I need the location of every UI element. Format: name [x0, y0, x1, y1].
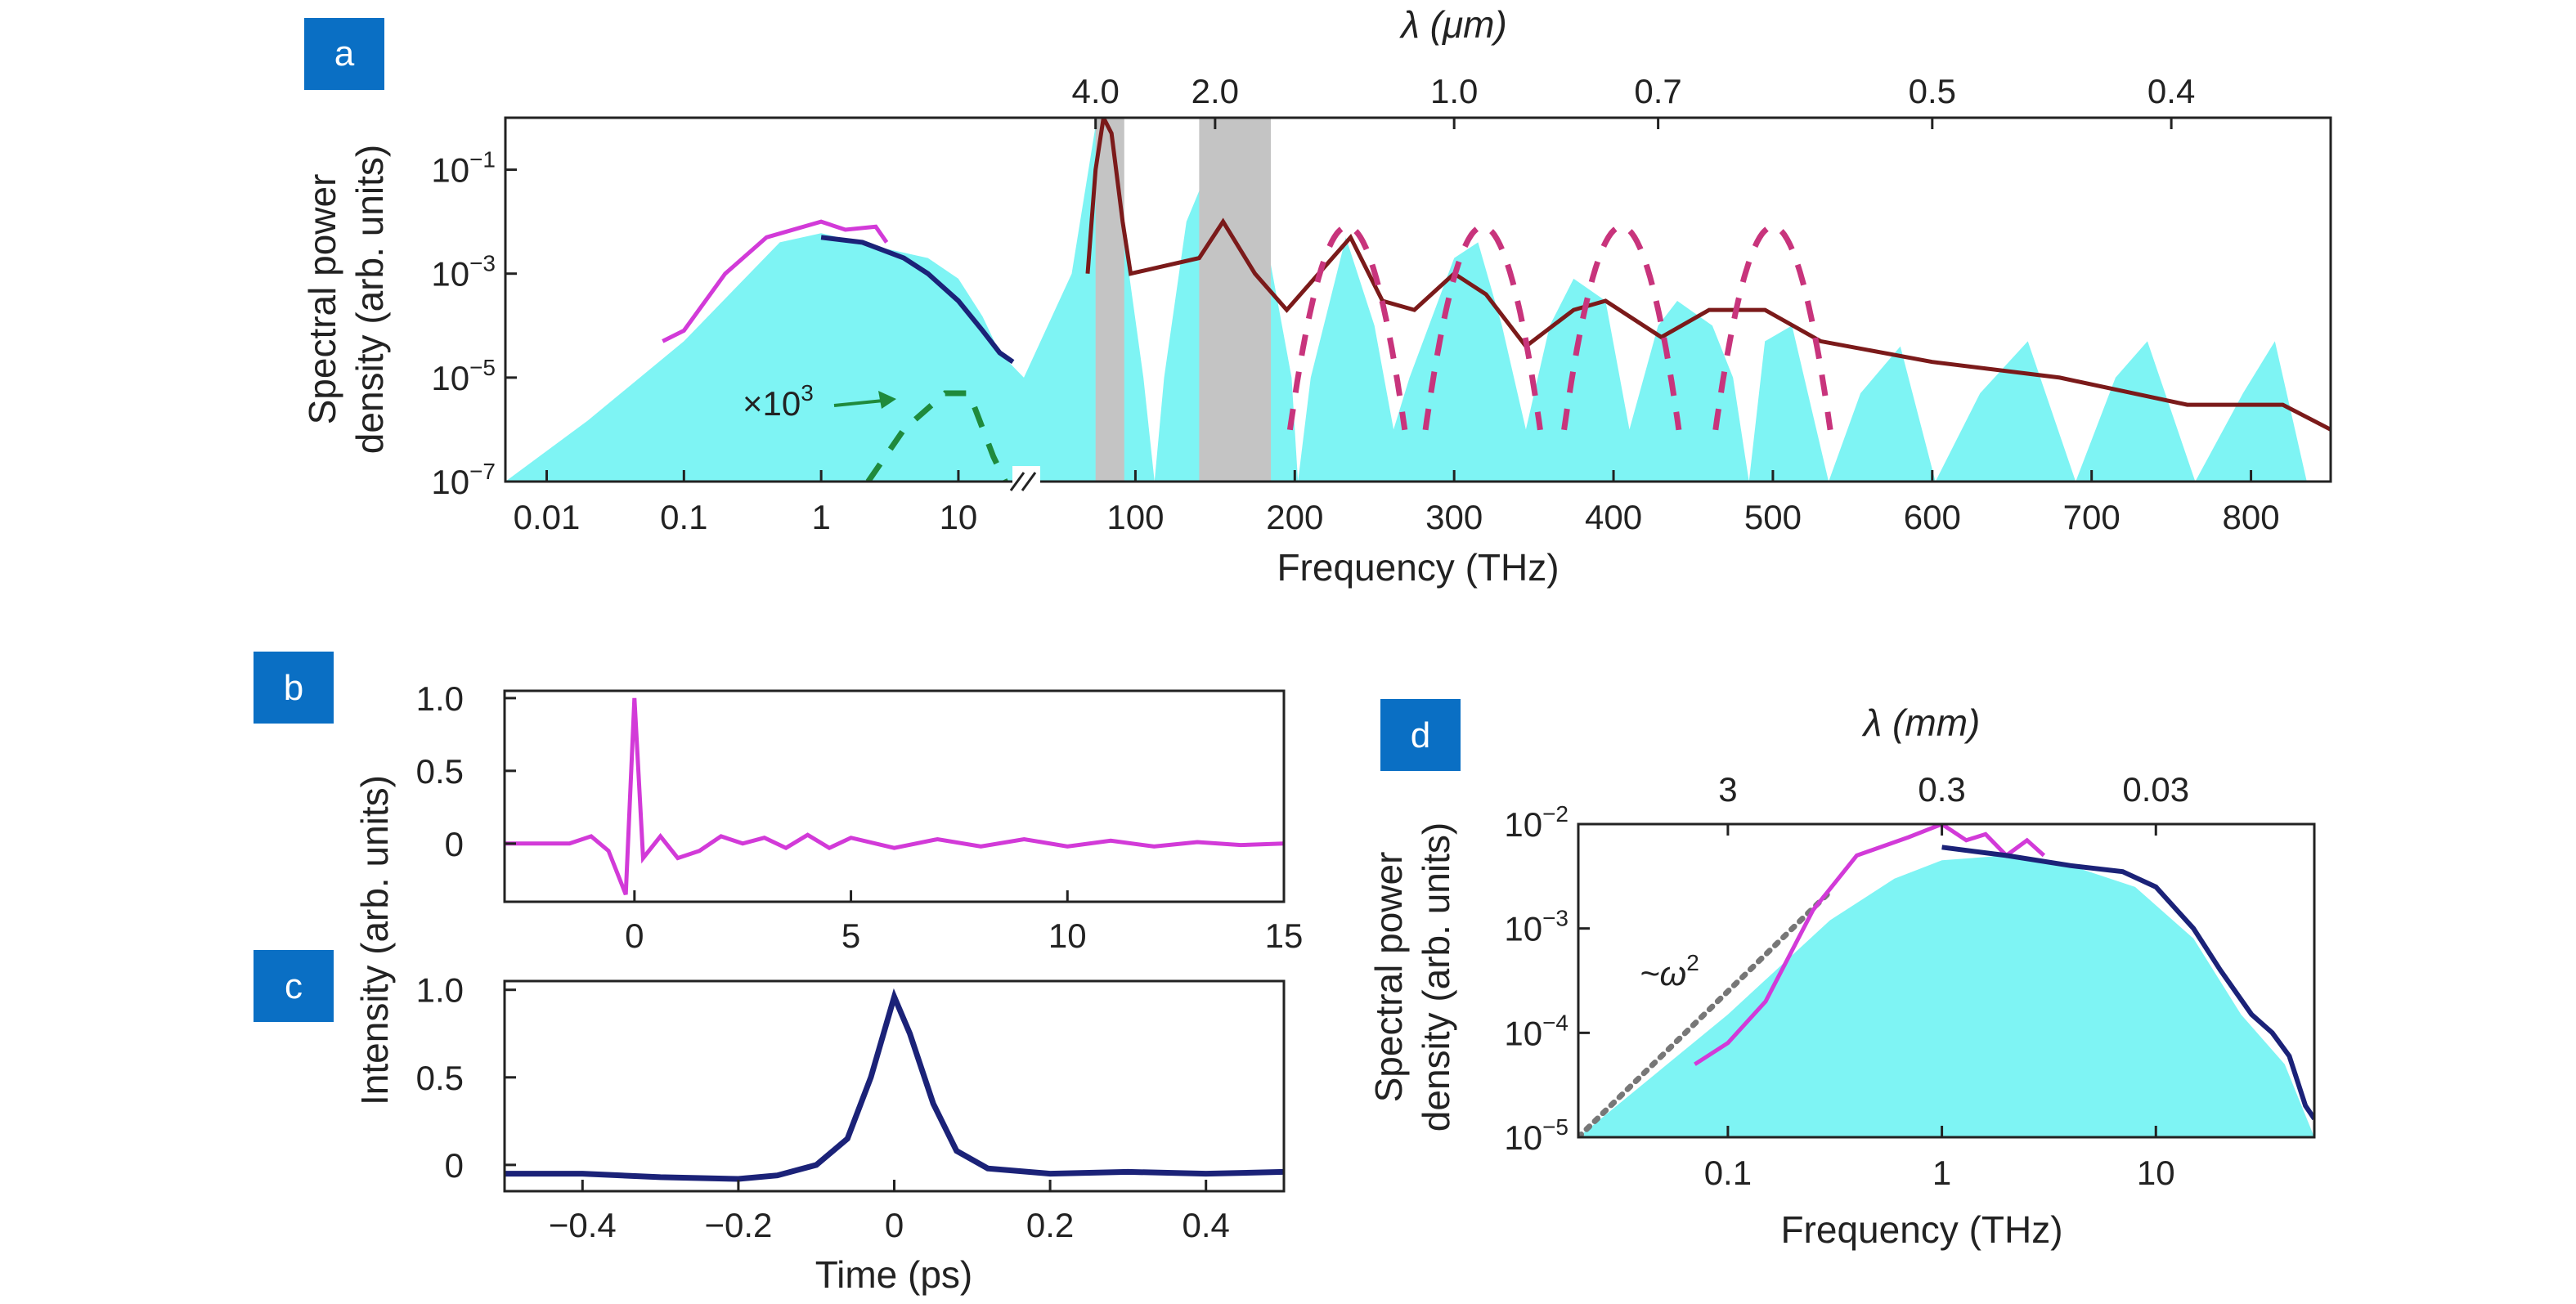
panel-a-y-tick-label: 10−7 [431, 459, 496, 501]
panel-d-x-tick-label: 1 [1932, 1154, 1951, 1192]
panel-a-x-tick-label: 10 [940, 498, 978, 536]
panel-a-pink-dashed-harmonic-2 [1422, 223, 1543, 431]
panel-a-axis-break [1009, 466, 1040, 499]
panel-a-x-tick-label: 400 [1585, 498, 1642, 536]
panel-d-label: d [1411, 715, 1430, 755]
panel-a-annotation-arrow-head [878, 391, 896, 409]
panel-d-x-tick-label: 0.1 [1704, 1154, 1752, 1192]
panel-b-x-tick-label: 0 [625, 916, 644, 955]
panel-d-y-axis-label-line2: density (arb. units) [1415, 822, 1457, 1131]
panel-c-x-tick-label: 0.4 [1183, 1206, 1230, 1244]
panel-d-y-tick-label: 10−5 [1504, 1114, 1568, 1157]
panel-a-frame [504, 116, 2332, 483]
panel-c-x-tick-label: −0.2 [704, 1206, 772, 1244]
panel-d-x-axis-label: Frequency (THz) [1780, 1208, 2062, 1251]
panel-d-simulation-fill [1578, 855, 2314, 1137]
panel-a-gray-band-2 [1199, 118, 1272, 482]
panel-c: c 1.0 0.5 0 −0.4 −0.2 0 0.2 0.4 Time (ps) Inten… [254, 775, 1286, 1296]
panel-a-x-axis-label: Frequency (THz) [1277, 546, 1559, 589]
panel-c-y-tick-label: 0.5 [416, 1059, 464, 1097]
panel-d-top-tick-label: 0.3 [1918, 770, 1965, 809]
panel-a-y-tick-label: 10−3 [431, 251, 496, 294]
panel-b-badge [254, 652, 334, 724]
panel-d-badge [1380, 699, 1461, 771]
panel-b-label: b [284, 668, 303, 708]
panel-b-y-tick-label: 0.5 [416, 752, 464, 791]
panel-a-top-tick-label: 4.0 [1071, 72, 1119, 110]
panel-d-top-tick-label: 0.03 [2122, 770, 2189, 809]
panel-a-x-tick-label: 300 [1425, 498, 1483, 536]
panel-a-pink-dashed-harmonic-1 [1286, 223, 1408, 431]
panel-d-measured-magenta-line [1694, 824, 2046, 1066]
panel-a-x-tick-label: 600 [1904, 498, 1961, 536]
panel-a-top-tick-label: 0.7 [1634, 72, 1681, 110]
panel-a-plot [505, 118, 2331, 482]
panel-a-annotation-arrow-line [833, 399, 884, 407]
panel-a-measured-maroon-line [1085, 118, 2331, 432]
panel-b-x-tick-label: 5 [841, 916, 860, 955]
panel-d-omega-annotation: ~ω2 [1640, 950, 1699, 993]
panel-a-label: a [334, 34, 355, 74]
panel-a-measured-magenta-line [662, 219, 889, 343]
panel-b-x-tick-label: 15 [1265, 916, 1304, 955]
panel-a-x-tick-label: 1 [811, 498, 830, 536]
panel-b: b 1.0 0.5 0 0 5 10 15 [254, 652, 1303, 955]
panel-c-x-tick-label: 0.2 [1026, 1206, 1074, 1244]
panel-a-x-tick-label: 100 [1106, 498, 1164, 536]
panel-d-y-axis-label-line1: Spectral power [1367, 852, 1410, 1103]
panel-a-x-tick-label: 800 [2223, 498, 2280, 536]
panel-c-pulse-line [505, 988, 1284, 1182]
panel-a-y-tick-label: 10−5 [431, 355, 496, 397]
panel-c-x-axis-label: Time (ps) [815, 1253, 973, 1296]
panel-c-x-tick-label: −0.4 [549, 1206, 617, 1244]
panel-a-gray-band-1 [1095, 118, 1124, 482]
panel-a-top-tick-label: 0.5 [1909, 72, 1956, 110]
panel-a-x-tick-label: 0.1 [660, 498, 707, 536]
panel-a-top-tick-label: 2.0 [1192, 72, 1239, 110]
panel-a-y-tick-label: 10−1 [431, 147, 496, 190]
panel-d-top-tick-label: 3 [1718, 770, 1737, 809]
panel-a-x-tick-label: 500 [1744, 498, 1802, 536]
panel-a-green-dashed-curve [865, 390, 1008, 482]
panel-a-pink-dashed-harmonic-4 [1712, 223, 1833, 431]
panel-a-x-tick-label: 0.01 [514, 498, 581, 536]
panel-a-y-axis-label-line1: Spectral power [301, 174, 343, 425]
panel-c-frame [503, 979, 1286, 1193]
panel-b-signal-line [505, 697, 1284, 896]
panel-d-measured-navy-line [1941, 845, 2314, 1121]
panel-a-scale-annotation: ×103 [743, 380, 814, 423]
panels-bc-shared-y-axis-label: Intensity (arb. units) [353, 775, 396, 1105]
panel-a-top-tick-label: 1.0 [1430, 72, 1478, 110]
panel-a-x-tick-label: 200 [1266, 498, 1323, 536]
panel-c-badge [254, 950, 334, 1022]
panel-a-measured-navy-line [820, 235, 1015, 365]
panel-d-y-tick-label: 10−3 [1504, 906, 1568, 948]
panel-d-y-tick-label: 10−4 [1504, 1010, 1568, 1052]
panel-d-x-tick-label: 10 [2137, 1154, 2175, 1192]
panel-c-x-tick-label: 0 [885, 1206, 904, 1244]
panel-d-omega-squared-guide [1578, 889, 1833, 1137]
panel-a-top-tick-label: 0.4 [2147, 72, 2195, 110]
panel-a-y-axis-label-line2: density (arb. units) [348, 145, 391, 454]
panel-a-badge [304, 18, 384, 90]
panel-b-x-tick-label: 10 [1048, 916, 1087, 955]
panel-d-y-tick-label: 10−2 [1504, 801, 1568, 844]
panel-d: d 10−2 10−3 10−4 10−5 0.1 1 10 3 0.3 0.03 Frequen… [1367, 699, 2316, 1251]
panel-c-y-tick-label: 0 [445, 1146, 464, 1185]
panel-a: a 10−1 10−3 10−5 10−7 0.01 0.1 1 10 100 200 300 400… [301, 3, 2332, 589]
panel-a-x-tick-label: 700 [2063, 498, 2120, 536]
panel-d-plot [1578, 824, 2314, 1137]
panel-c-y-tick-label: 1.0 [416, 971, 464, 1010]
panel-b-y-tick-label: 0 [445, 825, 464, 863]
panel-b-frame [503, 689, 1286, 903]
panel-b-y-tick-label: 1.0 [416, 679, 464, 718]
panel-d-frame [1577, 822, 2316, 1139]
panel-c-label: c [285, 966, 303, 1006]
panel-d-top-axis-label: λ (mm) [1861, 701, 1981, 744]
panel-a-pink-dashed-harmonic-3 [1561, 223, 1682, 431]
panel-a-top-axis-label: λ (μm) [1398, 3, 1507, 46]
